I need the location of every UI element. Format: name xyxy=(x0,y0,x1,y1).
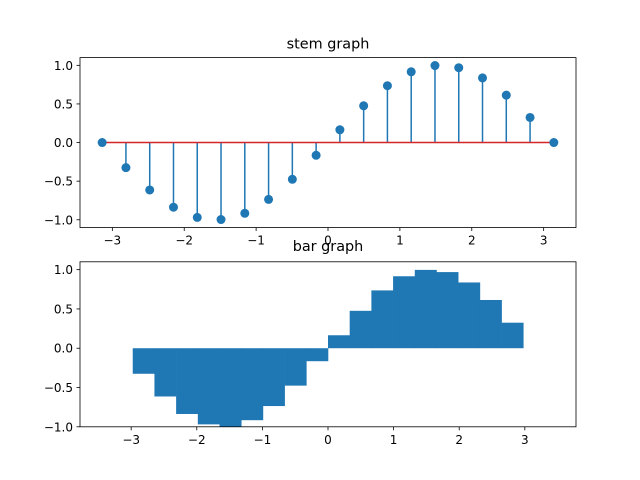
stem-marker xyxy=(97,138,107,148)
stem-marker xyxy=(549,138,559,148)
stem-marker xyxy=(406,67,416,77)
bar-x-tick-label: 3 xyxy=(521,433,529,447)
bar xyxy=(306,348,329,362)
stem-marker xyxy=(478,73,488,83)
stem-x-tick-label: −3 xyxy=(103,234,121,248)
stem-marker xyxy=(240,208,250,218)
stem-marker xyxy=(525,112,535,122)
bar-plot-area xyxy=(132,269,524,427)
stem-y-tick-label: 0.5 xyxy=(54,97,73,111)
bar-y-axis: −1.0 −0.5 0.0 0.5 1.0 xyxy=(44,263,80,434)
bar-subplot: bar graph −3 −2 −1 0 1 2 3 −1.0 −0.5 0.0 0.5 1.0 xyxy=(44,239,577,447)
bar xyxy=(479,299,502,349)
bar xyxy=(132,348,155,374)
stem-plot-area xyxy=(97,61,559,225)
bar-x-axis: −3 −2 −1 0 1 2 3 xyxy=(122,426,529,447)
stem-marker xyxy=(454,63,464,73)
bar-y-tick-label: 0.5 xyxy=(54,302,73,316)
bar xyxy=(349,310,372,349)
stem-marker xyxy=(192,212,202,222)
bar-x-tick-label: 1 xyxy=(390,433,398,447)
bar xyxy=(241,348,264,421)
bar xyxy=(436,272,459,349)
bar-y-tick-label: −1.0 xyxy=(44,420,73,434)
bar xyxy=(371,290,394,349)
bar-y-tick-label: 0.0 xyxy=(54,342,73,356)
stem-graph-title: stem graph xyxy=(287,37,370,53)
bar-x-tick-label: −3 xyxy=(122,433,140,447)
bar-x-tick-label: 0 xyxy=(324,433,332,447)
bar-x-tick-label: −2 xyxy=(188,433,206,447)
stem-marker xyxy=(382,81,392,91)
stem-y-tick-label: 0.0 xyxy=(54,136,73,150)
stem-x-tick-label: 1 xyxy=(396,234,404,248)
bar xyxy=(154,348,177,397)
stem-x-tick-label: 0 xyxy=(324,234,332,248)
bar-y-tick-label: −0.5 xyxy=(44,381,73,395)
bar xyxy=(327,335,350,349)
stem-x-tick-label: −1 xyxy=(247,234,265,248)
bar-y-tick-label: 1.0 xyxy=(54,263,73,277)
stem-marker xyxy=(168,202,178,212)
bar-graph-title: bar graph xyxy=(293,239,364,255)
stem-x-tick-label: −2 xyxy=(175,234,193,248)
bar-x-tick-label: −1 xyxy=(254,433,272,447)
stem-marker xyxy=(311,150,321,160)
stem-marker xyxy=(216,215,226,225)
stem-y-tick-label: −0.5 xyxy=(44,175,73,189)
stem-marker xyxy=(287,174,297,184)
bar xyxy=(284,348,307,386)
stem-x-tick-label: 2 xyxy=(468,234,476,248)
stem-marker xyxy=(121,163,131,173)
bar xyxy=(197,348,220,425)
stem-marker xyxy=(430,61,440,71)
bar xyxy=(393,276,416,349)
bar xyxy=(501,322,524,349)
bar xyxy=(262,348,285,407)
bar-x-tick-label: 2 xyxy=(455,433,463,447)
stem-marker xyxy=(359,101,369,111)
stem-y-tick-label: −1.0 xyxy=(44,213,73,227)
stem-subplot: stem graph −3 −2 −1 0 1 2 3 −1.0 −0.5 0.0 0.5 1.0 xyxy=(44,37,577,248)
bar xyxy=(219,348,242,427)
stem-x-axis: −3 −2 −1 0 1 2 3 xyxy=(103,227,548,248)
stem-y-tick-label: 1.0 xyxy=(54,59,73,73)
stem-marker xyxy=(501,90,511,100)
stem-marker xyxy=(335,125,345,135)
stem-marker xyxy=(145,185,155,195)
stem-marker xyxy=(264,194,274,204)
stem-x-tick-label: 3 xyxy=(540,234,548,248)
bar xyxy=(176,348,199,414)
bar xyxy=(458,282,481,349)
stem-y-axis: −1.0 −0.5 0.0 0.5 1.0 xyxy=(44,59,80,227)
bar xyxy=(414,269,437,349)
